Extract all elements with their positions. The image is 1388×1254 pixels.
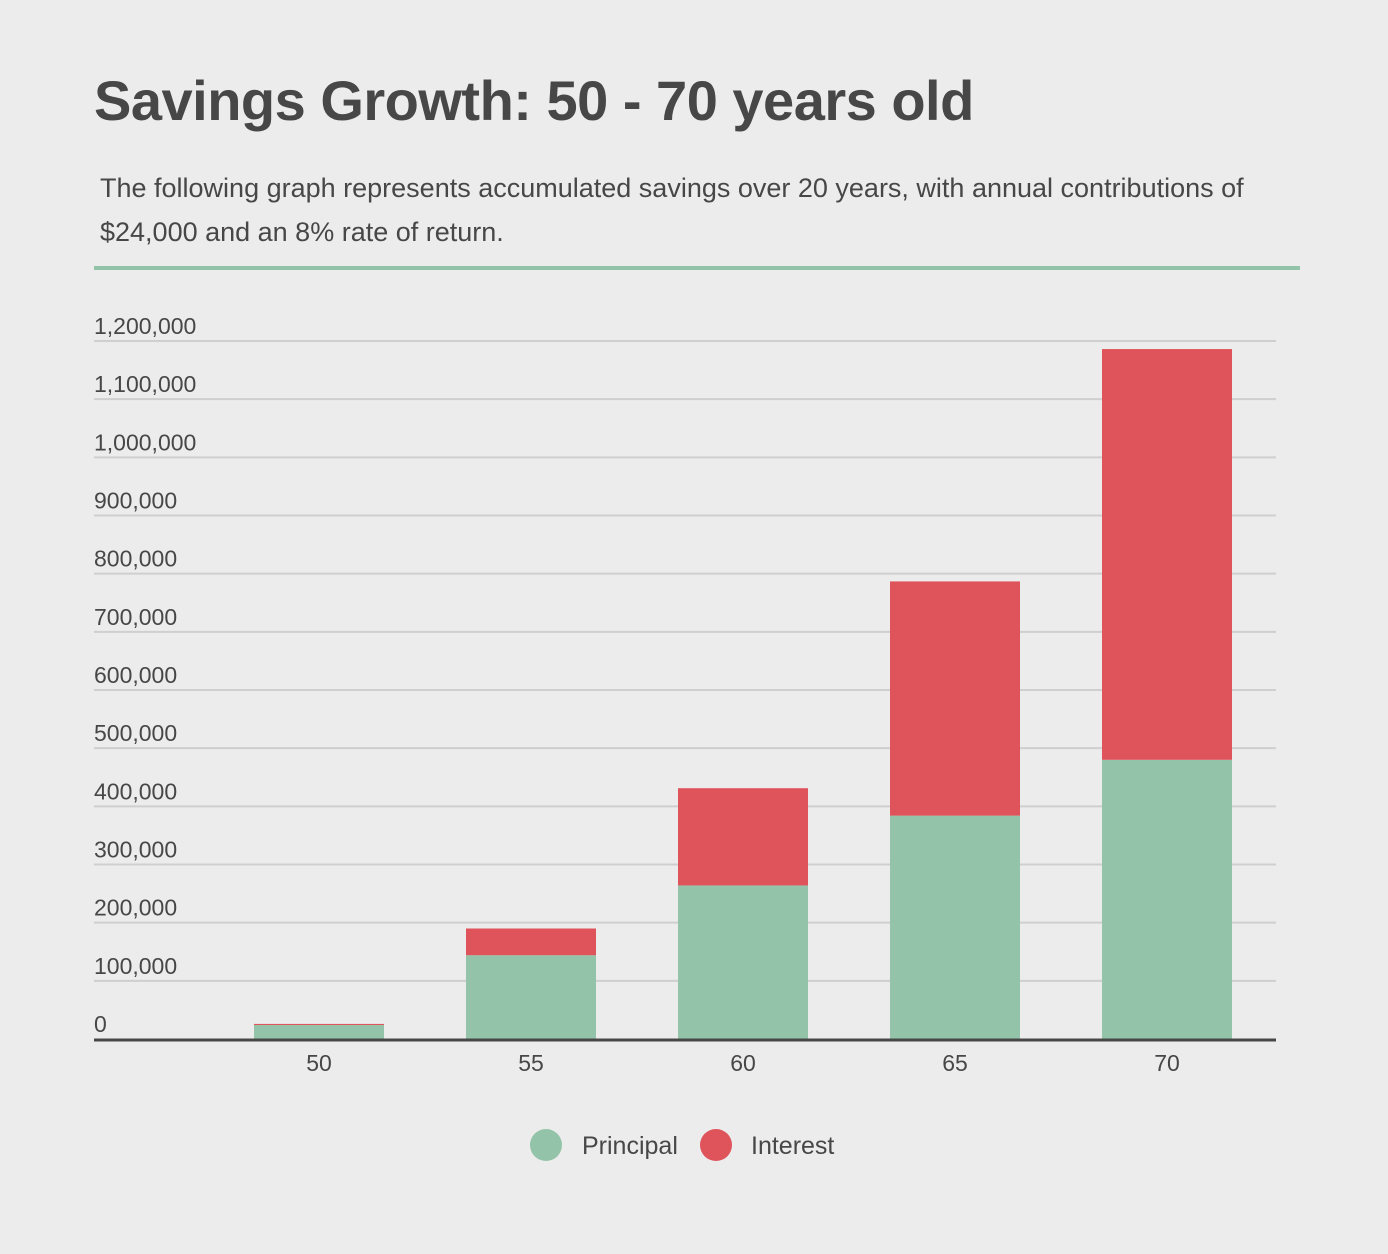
interest-bar-segment: [678, 788, 808, 886]
bars: [254, 349, 1232, 1039]
x-tick-label: 60: [730, 1050, 756, 1076]
x-tick-label: 70: [1154, 1050, 1180, 1076]
y-tick-label: 1,200,000: [94, 313, 196, 339]
x-tick-label: 50: [306, 1050, 332, 1076]
y-tick-label: 400,000: [94, 778, 177, 804]
interest-bar-segment: [466, 928, 596, 956]
y-tick-label: 1,100,000: [94, 371, 196, 397]
principal-bar-segment: [1102, 759, 1232, 1039]
interest-bar-segment: [890, 581, 1020, 816]
chart-title: Savings Growth: 50 - 70 years old: [94, 69, 974, 132]
principal-bar-segment: [890, 815, 1020, 1039]
principal-bar-segment: [466, 955, 596, 1039]
legend-label: Interest: [751, 1132, 834, 1160]
y-tick-label: 800,000: [94, 546, 177, 572]
legend-swatch: [700, 1129, 732, 1161]
y-tick-label: 900,000: [94, 488, 177, 514]
y-tick-label: 1,000,000: [94, 429, 196, 455]
x-tick-label: 65: [942, 1050, 968, 1076]
y-tick-label: 0: [94, 1011, 107, 1037]
header-divider: [94, 266, 1300, 270]
y-tick-label: 200,000: [94, 895, 177, 921]
x-axis-tick-labels: 50 55 60 65 70: [306, 1050, 1180, 1076]
y-tick-label: 600,000: [94, 662, 177, 688]
legend-item-principal: Principal: [530, 1129, 678, 1161]
x-tick-label: 55: [518, 1050, 544, 1076]
legend-label: Principal: [582, 1132, 678, 1160]
y-tick-label: 700,000: [94, 604, 177, 630]
legend-item-interest: Interest: [700, 1129, 834, 1161]
chart-subtitle: The following graph represents accumulat…: [100, 173, 1244, 247]
legend: Principal Interest: [530, 1129, 834, 1161]
principal-bar-segment: [254, 1025, 384, 1039]
principal-bar-segment: [678, 885, 808, 1039]
interest-bar-segment: [254, 1023, 384, 1026]
y-tick-label: 100,000: [94, 953, 177, 979]
legend-swatch: [530, 1129, 562, 1161]
interest-bar-segment: [1102, 349, 1232, 760]
y-tick-label: 300,000: [94, 837, 177, 863]
y-tick-label: 500,000: [94, 720, 177, 746]
y-axis-tick-labels: 0 100,000 200,000 300,000 400,000 500,000 600,…: [94, 313, 196, 1037]
